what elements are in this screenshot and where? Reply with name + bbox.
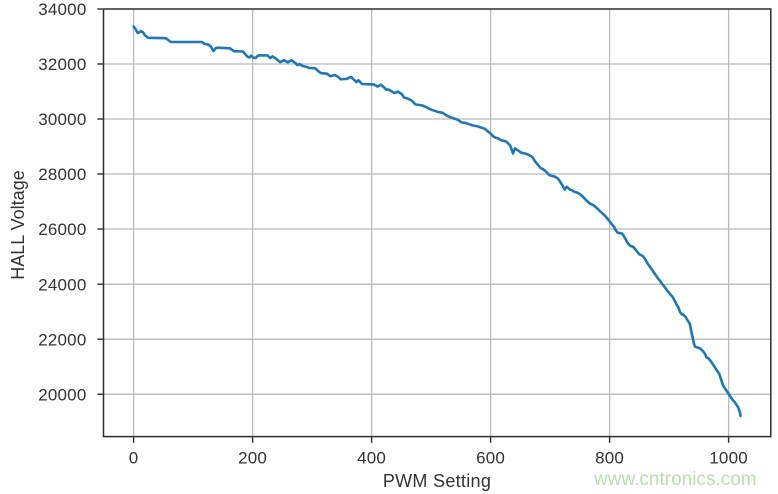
- svg-text:20000: 20000: [38, 385, 86, 404]
- svg-text:30000: 30000: [38, 110, 86, 129]
- svg-text:0: 0: [129, 448, 139, 467]
- svg-text:www.cntronics.com: www.cntronics.com: [593, 469, 757, 490]
- svg-text:HALL Voltage: HALL Voltage: [8, 170, 28, 279]
- svg-text:800: 800: [595, 448, 624, 467]
- svg-text:1000: 1000: [709, 448, 748, 467]
- svg-text:28000: 28000: [38, 165, 86, 184]
- svg-text:200: 200: [238, 448, 267, 467]
- svg-text:600: 600: [476, 448, 505, 467]
- svg-text:34000: 34000: [38, 0, 86, 19]
- svg-text:400: 400: [357, 448, 386, 467]
- svg-text:24000: 24000: [38, 275, 86, 294]
- svg-text:32000: 32000: [38, 55, 86, 74]
- svg-text:22000: 22000: [38, 330, 86, 349]
- svg-text:PWM Setting: PWM Setting: [383, 471, 491, 491]
- svg-text:26000: 26000: [38, 220, 86, 239]
